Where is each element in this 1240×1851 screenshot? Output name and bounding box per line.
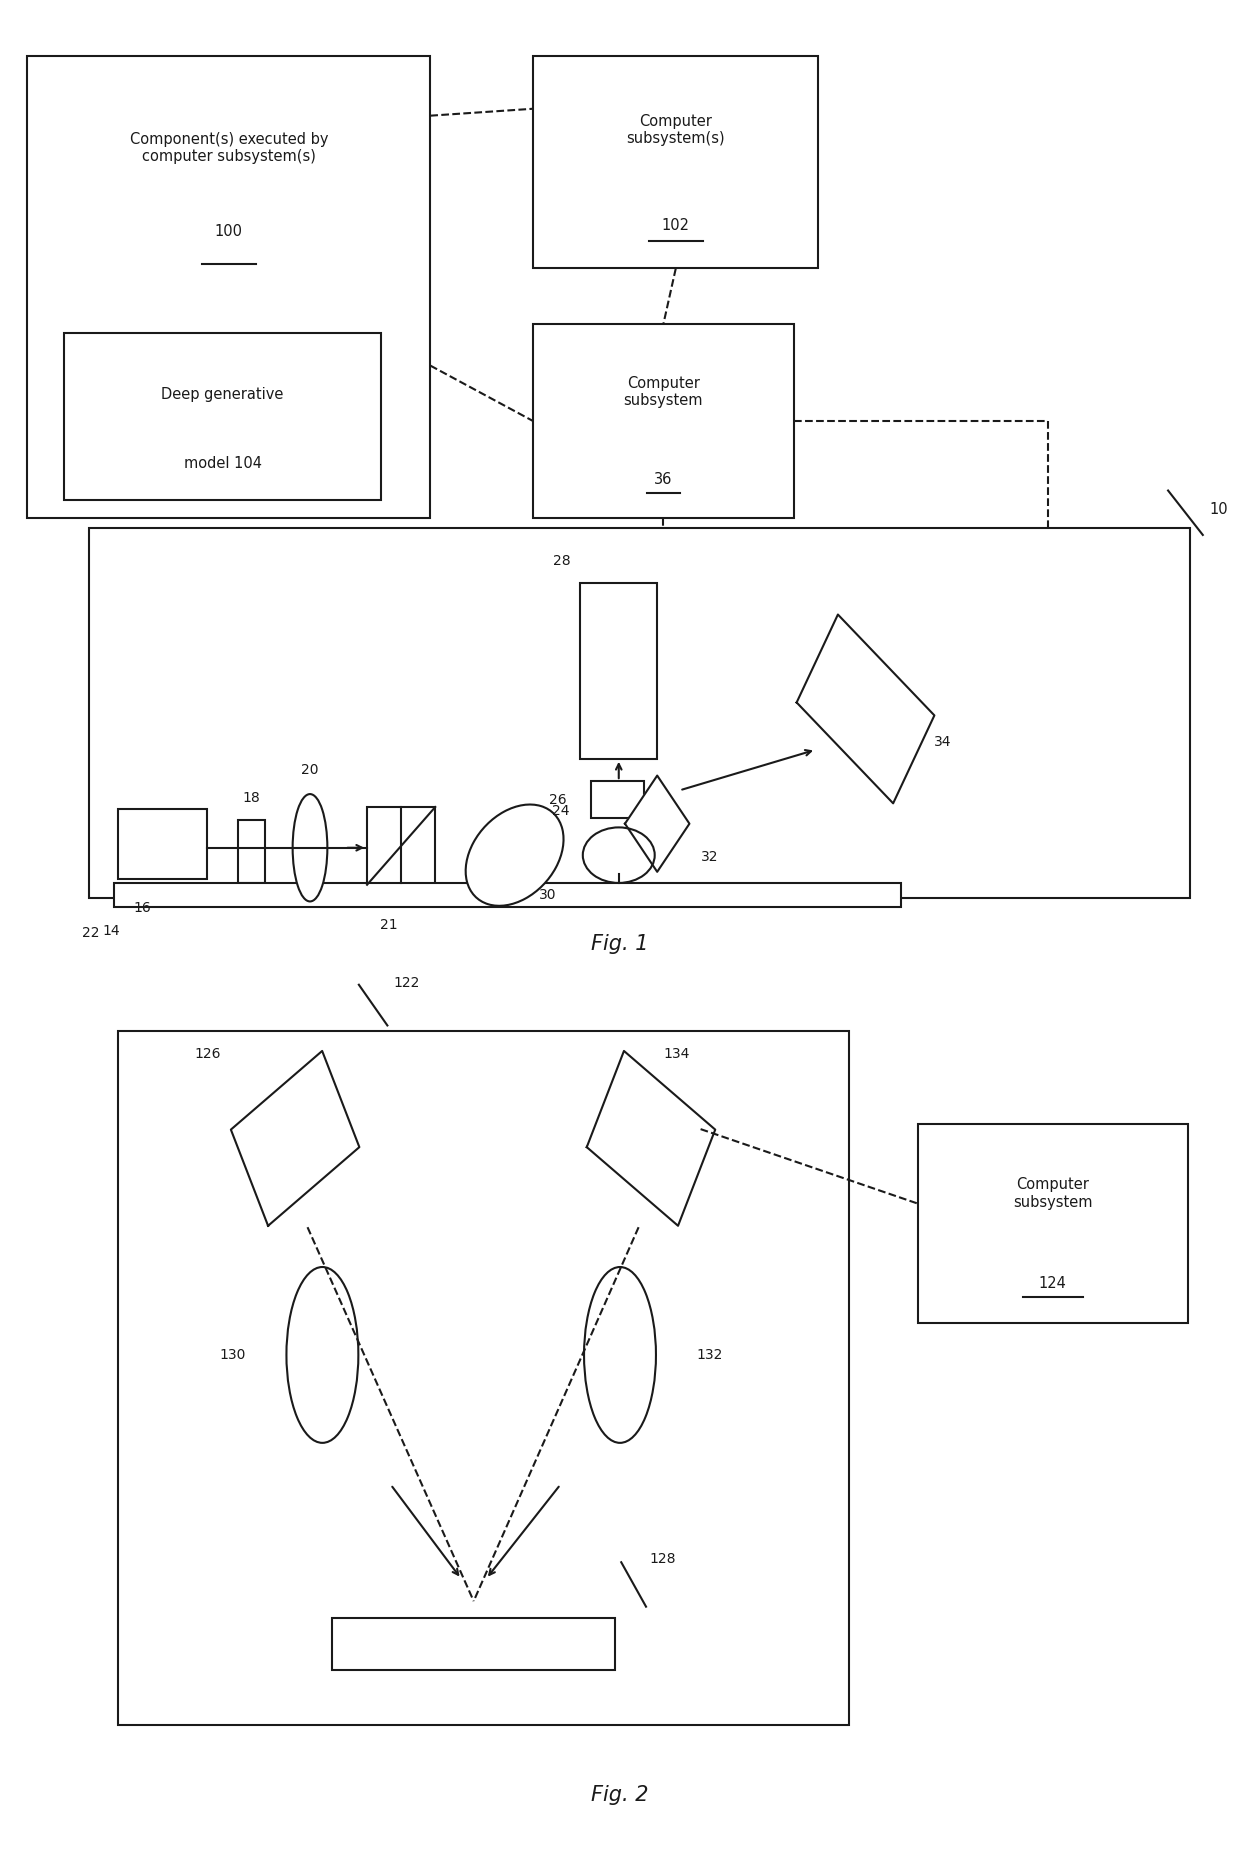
Text: 36: 36	[655, 472, 672, 487]
Text: Deep generative: Deep generative	[161, 387, 284, 402]
Text: 100: 100	[215, 224, 243, 239]
Bar	[114, 883, 901, 907]
Text: Fig. 2: Fig. 2	[591, 1786, 649, 1805]
Ellipse shape	[466, 805, 563, 905]
Text: Component(s) executed by
computer subsystem(s): Component(s) executed by computer subsys…	[129, 131, 329, 165]
Bar	[918, 1124, 1188, 1323]
Polygon shape	[625, 776, 689, 872]
Text: 14: 14	[103, 924, 120, 938]
Bar	[533, 324, 794, 518]
Bar	[367, 807, 435, 885]
Text: 34: 34	[934, 735, 951, 750]
Bar	[64, 333, 381, 500]
Text: 22: 22	[82, 926, 99, 940]
Polygon shape	[796, 615, 935, 803]
Text: 132: 132	[697, 1348, 723, 1362]
Bar	[27, 56, 430, 518]
Polygon shape	[231, 1051, 360, 1225]
Ellipse shape	[293, 794, 327, 901]
Text: Computer
subsystem(s): Computer subsystem(s)	[626, 113, 725, 146]
Text: 122: 122	[393, 975, 420, 990]
Text: model 104: model 104	[184, 455, 262, 470]
Text: 102: 102	[662, 218, 689, 233]
Text: 28: 28	[553, 553, 570, 568]
Bar	[332, 1618, 615, 1670]
Polygon shape	[587, 1051, 715, 1225]
Text: 21: 21	[379, 918, 398, 933]
Text: 16: 16	[134, 901, 151, 916]
Bar	[238, 820, 265, 883]
Text: Computer
subsystem: Computer subsystem	[1013, 1177, 1092, 1211]
Bar	[591, 781, 644, 818]
Text: 128: 128	[650, 1551, 676, 1566]
Text: 18: 18	[243, 790, 260, 805]
Text: 124: 124	[1039, 1275, 1066, 1290]
Text: 26: 26	[549, 792, 567, 807]
Text: Fig. 1: Fig. 1	[591, 935, 649, 953]
Ellipse shape	[286, 1266, 358, 1444]
Text: 126: 126	[195, 1046, 221, 1061]
Text: 10: 10	[1209, 502, 1228, 516]
Text: Computer
subsystem: Computer subsystem	[624, 376, 703, 409]
Text: 20: 20	[301, 763, 319, 777]
Text: 24: 24	[552, 803, 569, 818]
Ellipse shape	[583, 827, 655, 883]
Text: 32: 32	[701, 850, 718, 864]
Text: 30: 30	[539, 888, 557, 903]
Text: 130: 130	[219, 1348, 246, 1362]
Bar	[533, 56, 818, 268]
Ellipse shape	[584, 1266, 656, 1444]
Bar	[580, 583, 657, 759]
Bar	[89, 528, 1190, 898]
Text: 134: 134	[663, 1046, 689, 1061]
Bar	[118, 1031, 849, 1725]
Bar	[118, 809, 207, 879]
